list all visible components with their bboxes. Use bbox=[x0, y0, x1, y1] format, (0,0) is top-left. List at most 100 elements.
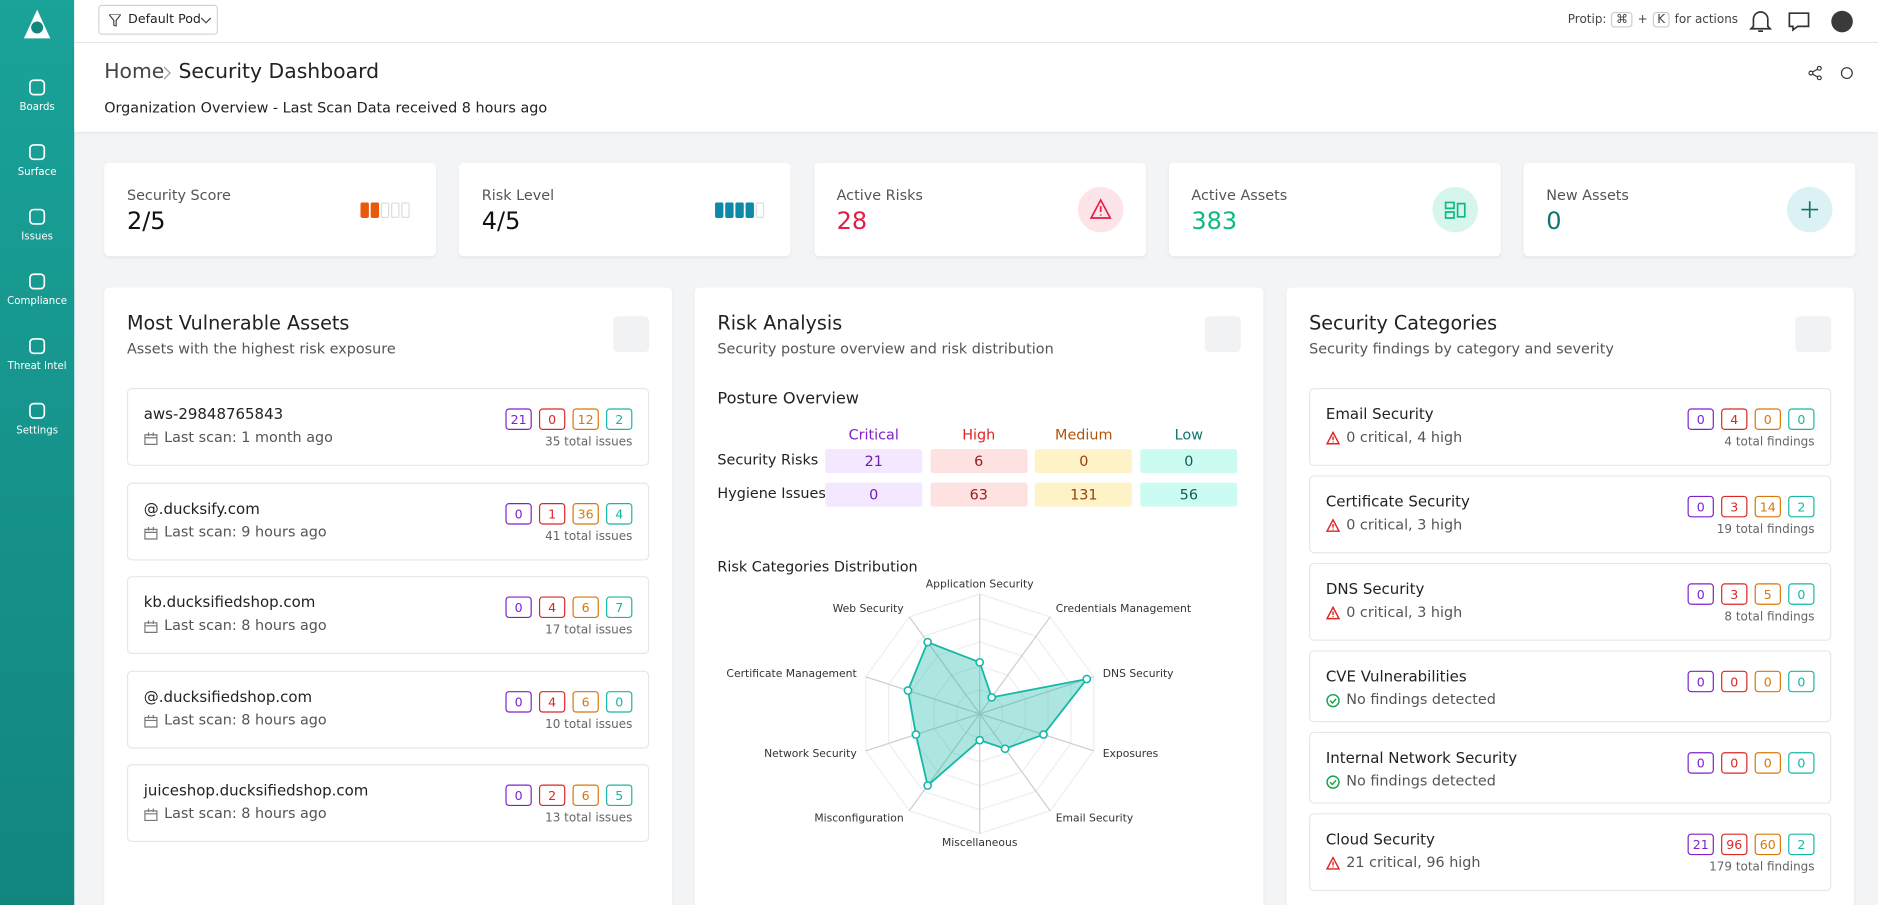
calendar-icon bbox=[144, 620, 158, 634]
severity-badge: 21 bbox=[1687, 833, 1714, 856]
score-bar bbox=[360, 202, 369, 218]
severity-badge: 6 bbox=[572, 784, 599, 807]
stat-icon bbox=[1077, 186, 1123, 233]
severity-badge: 0 bbox=[505, 596, 532, 619]
nav-item[interactable]: Compliance bbox=[0, 271, 74, 308]
icon-shape bbox=[144, 808, 158, 822]
panel-title: Most Vulnerable Assets bbox=[126, 311, 350, 335]
icon-shape bbox=[144, 620, 158, 634]
stat-icon bbox=[1786, 186, 1833, 233]
category-item[interactable]: CVE Vulnerabilities No findings detected 0… bbox=[1309, 650, 1832, 723]
nav-item[interactable]: Settings bbox=[0, 400, 74, 437]
category-summary: 21 critical, 96 high bbox=[1325, 854, 1481, 871]
category-total: 8 total findings bbox=[1724, 610, 1815, 625]
asset-item[interactable]: @.ducksifiedshop.com Last scan: 8 hours a… bbox=[126, 670, 650, 749]
icon-shape bbox=[29, 402, 46, 419]
posture-cell: 56 bbox=[1140, 482, 1238, 507]
calendar-icon bbox=[144, 432, 158, 445]
asset-name: juiceshop.ducksifiedshop.com bbox=[143, 781, 369, 800]
severity-badge: 4 bbox=[538, 596, 566, 619]
bell-icon[interactable] bbox=[1749, 11, 1773, 32]
panel-button[interactable] bbox=[613, 316, 650, 353]
nav-item[interactable]: Boards bbox=[0, 77, 74, 114]
score-bar bbox=[391, 202, 400, 218]
nav-item[interactable]: Issues bbox=[0, 206, 74, 243]
posture-cell: 0 bbox=[825, 482, 923, 507]
category-item[interactable]: Internal Network Security No findings det… bbox=[1309, 731, 1832, 804]
chat-icon[interactable] bbox=[1788, 12, 1810, 32]
score-bars bbox=[360, 202, 410, 218]
radar-point bbox=[1000, 744, 1010, 754]
top-icons bbox=[1749, 10, 1853, 33]
asset-total: 35 total issues bbox=[545, 435, 633, 450]
severity-badge: 0 bbox=[1721, 752, 1748, 774]
avatar[interactable] bbox=[1831, 10, 1853, 33]
radar-point bbox=[987, 692, 997, 702]
severity-badge: 0 bbox=[1687, 752, 1714, 774]
stat-card: Active Assets 383 bbox=[1168, 162, 1501, 257]
asset-item[interactable]: juiceshop.ducksifiedshop.com Last scan: 8… bbox=[126, 764, 650, 843]
key: K bbox=[1652, 11, 1670, 28]
category-item[interactable]: Certificate Security 0 critical, 3 high 0 3… bbox=[1309, 475, 1832, 554]
radar-point bbox=[923, 781, 932, 790]
score-bars bbox=[715, 202, 765, 218]
breadcrumb-home[interactable]: Home bbox=[104, 59, 165, 84]
pod-select[interactable]: Default Pod bbox=[98, 4, 218, 35]
posture-cell: 0 bbox=[1035, 449, 1133, 474]
summary-text: No findings detected bbox=[1346, 772, 1496, 790]
panel-subtitle: Assets with the highest risk exposure bbox=[126, 340, 396, 357]
asset-total: 41 total issues bbox=[545, 530, 633, 544]
nav-label: Settings bbox=[16, 425, 59, 438]
radar-label: DNS Security bbox=[1103, 667, 1174, 680]
asset-item[interactable]: kb.ducksifiedshop.com Last scan: 8 hours … bbox=[126, 576, 650, 655]
panel-button[interactable] bbox=[1204, 316, 1241, 353]
nav-item[interactable]: Surface bbox=[0, 141, 74, 178]
stat-label: Active Risks bbox=[836, 186, 923, 204]
stat-card: Security Score 2/5 bbox=[104, 162, 436, 257]
severity-badge: 21 bbox=[505, 408, 532, 430]
category-item[interactable]: DNS Security 0 critical, 3 high 0 3 5 0 8 tota… bbox=[1309, 562, 1832, 641]
radar-chart: Application Security Credentials Manageme… bbox=[726, 577, 1191, 849]
asset-item[interactable]: aws-29848765843 Last scan: 1 month ago 21 0… bbox=[126, 388, 650, 466]
category-total: 19 total findings bbox=[1716, 523, 1815, 537]
radar-point bbox=[911, 730, 921, 739]
severity-badge: 4 bbox=[606, 502, 633, 525]
category-summary: No findings detected bbox=[1326, 691, 1496, 708]
breadcrumb-page: Security Dashboard bbox=[178, 59, 380, 84]
stat-value: 2/5 bbox=[126, 206, 166, 235]
severity-badge: 0 bbox=[1687, 670, 1714, 693]
stat-value: 383 bbox=[1191, 206, 1238, 235]
category-item[interactable]: Cloud Security 21 critical, 96 high 21 96 60… bbox=[1309, 813, 1832, 892]
ok-icon bbox=[1326, 775, 1340, 789]
severity-badge: 0 bbox=[1754, 670, 1781, 693]
radar-point bbox=[923, 637, 932, 647]
icon-shape bbox=[1326, 775, 1340, 789]
severity-badge: 2 bbox=[1788, 833, 1815, 856]
nav-label: Boards bbox=[19, 101, 55, 114]
category-item[interactable]: Email Security 0 critical, 4 high 0 4 0 0 4 to… bbox=[1309, 388, 1832, 466]
summary-text: No findings detected bbox=[1346, 691, 1496, 708]
icon-shape bbox=[1325, 856, 1341, 870]
radar-axis bbox=[979, 713, 1094, 752]
category-total: 4 total findings bbox=[1724, 435, 1815, 450]
radar-point bbox=[1039, 730, 1048, 739]
stat-value: 4/5 bbox=[481, 206, 521, 235]
nav-icon bbox=[29, 79, 46, 96]
asset-item[interactable]: @.ducksify.com Last scan: 9 hours ago 0 1 36… bbox=[126, 482, 650, 561]
asset-name: @.ducksify.com bbox=[143, 498, 260, 517]
asset-scan: Last scan: 8 hours ago bbox=[144, 617, 327, 634]
scan-text: Last scan: 1 month ago bbox=[164, 428, 333, 446]
ok-icon bbox=[1326, 693, 1340, 708]
panel-button[interactable] bbox=[1795, 316, 1832, 353]
icon-shape bbox=[144, 432, 158, 445]
severity-badge: 0 bbox=[606, 690, 633, 713]
nav-item[interactable]: Threat Intel bbox=[0, 335, 74, 372]
radar-axis bbox=[908, 616, 981, 715]
severity-badge: 6 bbox=[572, 596, 599, 619]
top-bar: Default Pod Protip: ⌘ + K for actions bbox=[74, 0, 1878, 44]
radar-axis bbox=[979, 676, 1094, 715]
category-name: Certificate Security bbox=[1325, 492, 1470, 511]
scan-text: Last scan: 8 hours ago bbox=[164, 805, 327, 823]
